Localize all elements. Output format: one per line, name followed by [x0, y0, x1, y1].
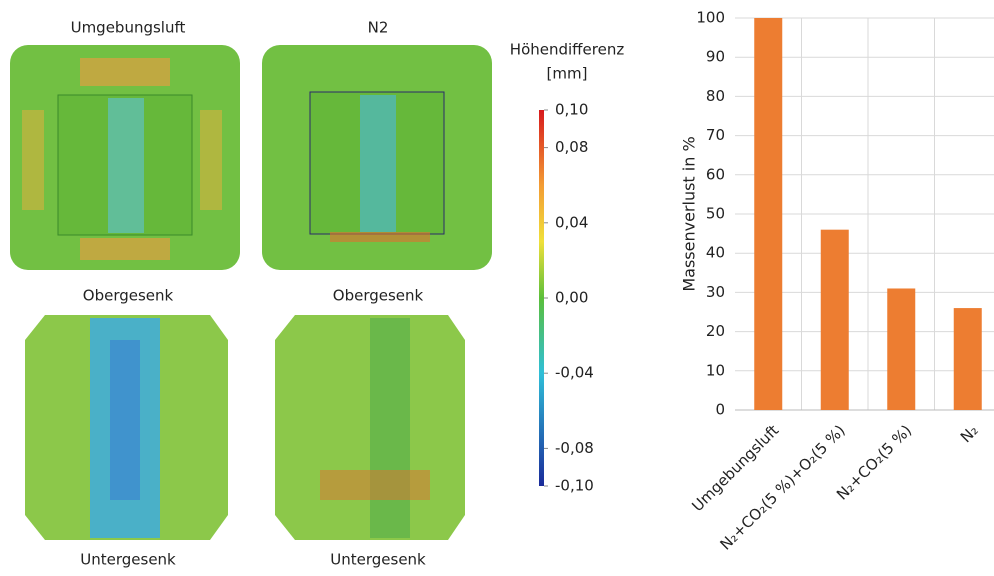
y-tick-label: 60	[706, 165, 725, 183]
y-tick-label: 70	[706, 126, 725, 144]
panel-label: Untergesenk	[80, 551, 176, 569]
colorbar-tick-label: -0,08	[555, 439, 594, 457]
bar	[821, 230, 849, 410]
colorbar-tick-label: -0,04	[555, 364, 594, 382]
y-tick-label: 80	[706, 87, 725, 105]
y-tick-label: 10	[706, 361, 725, 379]
bar	[954, 308, 982, 410]
column-title: N2	[368, 19, 389, 37]
x-tick-label: N₂	[957, 421, 982, 446]
colorbar-tick-label: 0,00	[555, 289, 588, 307]
heatmap-upper-left	[10, 45, 240, 270]
panel-label: Obergesenk	[333, 287, 424, 305]
y-tick-label: 0	[715, 401, 725, 419]
y-tick-label: 40	[706, 244, 725, 262]
colorbar-tick-label: 0,04	[555, 213, 588, 231]
colorbar-tick-label: 0,08	[555, 138, 588, 156]
panel-label: Untergesenk	[330, 551, 426, 569]
y-tick-label: 50	[706, 205, 725, 223]
colorbar-title: Höhendifferenz	[510, 41, 625, 59]
bar	[887, 288, 915, 410]
colorbar	[539, 110, 544, 486]
heatmap-lower-left	[25, 315, 228, 540]
colorbar-tick-label: 0,10	[555, 101, 588, 119]
y-tick-label: 90	[706, 48, 725, 66]
y-axis-label: Massenverlust in %	[680, 136, 699, 291]
figure: Umgebungsluft N2 Obergesenk Obergesenk U…	[0, 0, 994, 572]
colorbar-unit: [mm]	[547, 65, 588, 83]
column-title: Umgebungsluft	[71, 19, 186, 37]
heatmap-upper-right	[262, 45, 492, 270]
y-tick-label: 20	[706, 322, 725, 340]
y-tick-label: 100	[696, 9, 725, 27]
x-tick-label: N₂+CO₂(5 %)+O₂(5 %)	[717, 421, 849, 553]
heatmap-lower-right	[275, 315, 465, 540]
colorbar-tick-label: -0,10	[555, 477, 594, 495]
panel-label: Obergesenk	[83, 287, 174, 305]
y-tick-label: 30	[706, 283, 725, 301]
bar	[754, 18, 782, 410]
